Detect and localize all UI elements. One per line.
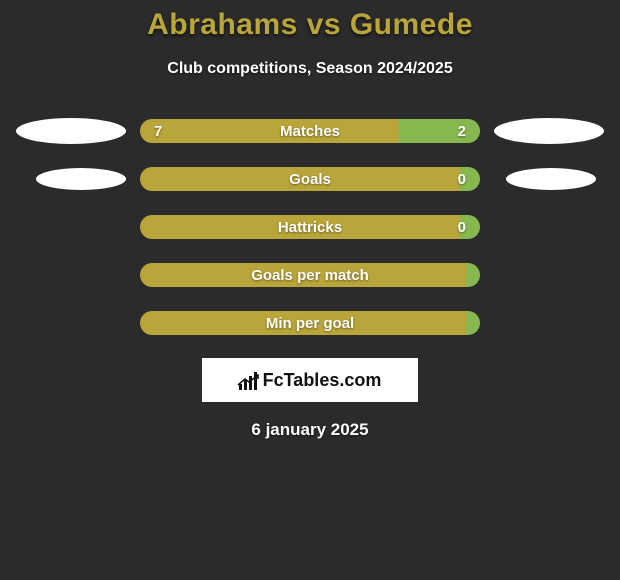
comparison-row: Goals per match [0,262,620,288]
bar-right-segment: 2 [398,119,480,143]
bar-left-segment: 7 [140,119,398,143]
page-subtitle: Club competitions, Season 2024/2025 [0,60,620,78]
logo-text: FcTables.com [263,370,382,391]
bar-right-value: 0 [458,219,466,236]
right-oval-icon [494,118,604,144]
comparison-row: 72Matches [0,118,620,144]
bar-left-segment [140,215,460,239]
left-oval-icon [16,118,126,144]
stat-bar: 0Goals [140,167,480,191]
left-indicator-cell [10,262,140,288]
bar-right-segment [466,311,480,335]
bar-left-segment [140,263,466,287]
stat-bar: 72Matches [140,119,480,143]
left-oval-icon [36,168,126,190]
comparison-row: Min per goal [0,310,620,336]
left-indicator-cell [10,118,140,144]
logo-arrow-icon [237,374,259,386]
right-indicator-cell [480,310,610,336]
right-indicator-cell [480,262,610,288]
right-indicator-cell [480,118,610,144]
bar-right-segment: 0 [460,167,480,191]
bar-left-segment [140,311,466,335]
right-indicator-cell [480,168,610,190]
logo: FcTables.com [239,370,382,391]
comparison-row: 0Hattricks [0,214,620,240]
logo-box: FcTables.com [202,358,418,402]
stat-bar: Goals per match [140,263,480,287]
left-indicator-cell [10,310,140,336]
footer-date: 6 january 2025 [0,420,620,440]
bar-right-segment [466,263,480,287]
right-indicator-cell [480,214,610,240]
logo-bars-icon [239,370,257,390]
stat-bar: Min per goal [140,311,480,335]
bar-left-segment [140,167,460,191]
comparison-row: 0Goals [0,166,620,192]
bar-right-value: 2 [458,123,466,140]
bar-left-value: 7 [154,123,162,140]
left-indicator-cell [10,168,140,190]
bar-right-value: 0 [458,171,466,188]
left-indicator-cell [10,214,140,240]
page-title: Abrahams vs Gumede [0,8,620,42]
right-oval-icon [506,168,596,190]
root-container: Abrahams vs Gumede Club competitions, Se… [0,0,620,440]
stat-bar: 0Hattricks [140,215,480,239]
bar-right-segment: 0 [460,215,480,239]
comparison-rows: 72Matches0Goals0HattricksGoals per match… [0,118,620,336]
